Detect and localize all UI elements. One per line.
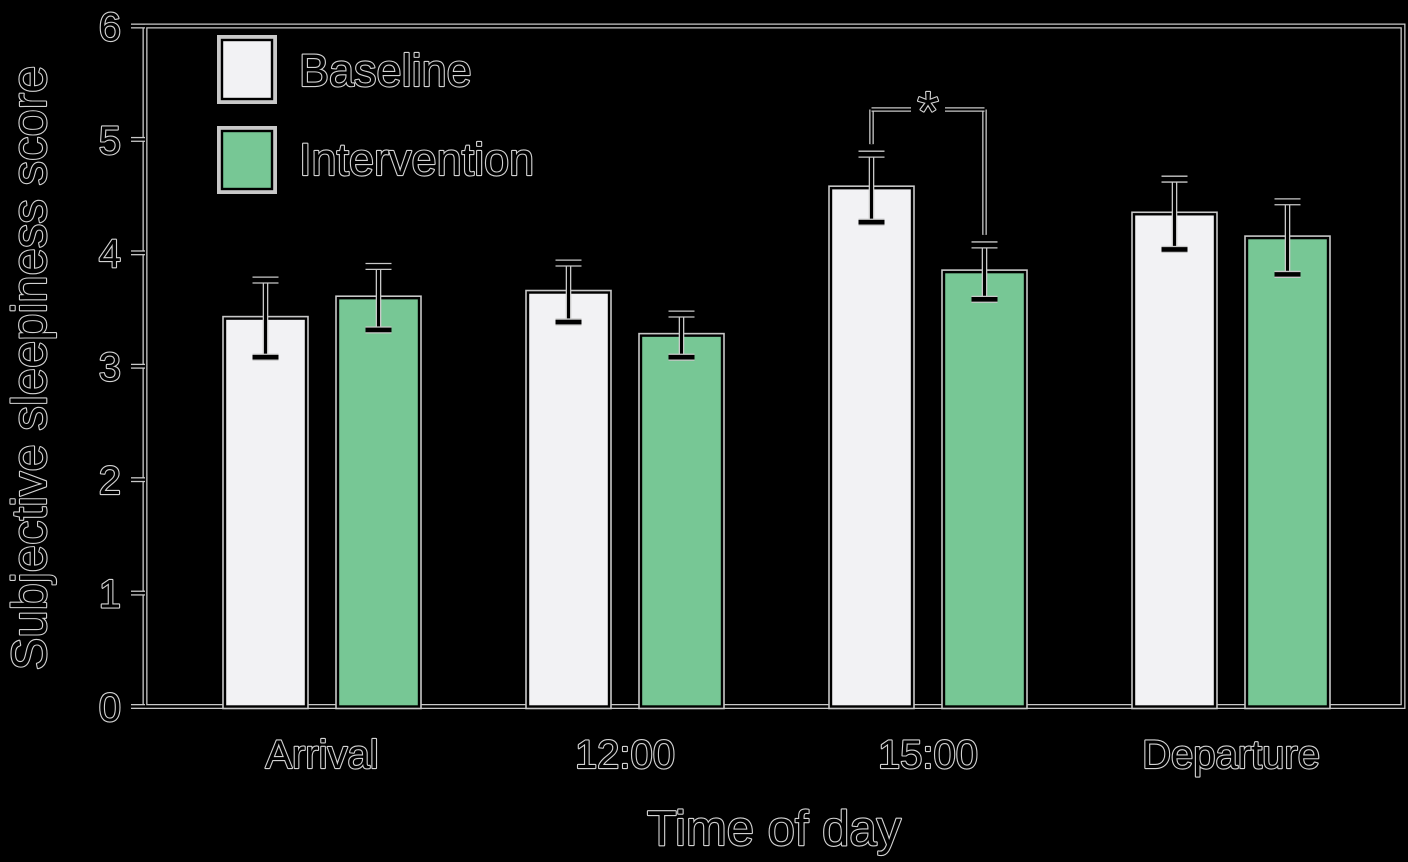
x-tick-label-15-00: 15:00	[878, 733, 978, 777]
bar-baseline-3	[1132, 213, 1217, 708]
legend-swatch-halo	[217, 35, 277, 104]
bar-intervention-1	[639, 334, 724, 708]
bar-intervention-0	[336, 297, 421, 708]
bar-baseline-0	[223, 317, 308, 708]
plot-area: 0 1 2 3 4 5 6 Arrival 12:00 15:00 Departure *	[98, 4, 1406, 778]
y-tick-label-6: 6	[99, 5, 121, 49]
y-tick-label-4: 4	[99, 232, 121, 276]
x-tick-label-departure: Departure	[1142, 733, 1320, 777]
x-tick-label-12-00: 12:00	[575, 733, 675, 777]
y-tick-label-5: 5	[99, 119, 121, 163]
y-tick-label-3: 3	[99, 346, 121, 390]
significance-star: *	[917, 80, 939, 143]
legend-swatch-intervention	[220, 129, 274, 191]
y-tick-label-1: 1	[99, 572, 121, 616]
y-axis-title: Subjective sleepiness score	[3, 66, 57, 671]
y-tick-label-0: 0	[99, 686, 121, 730]
bar-intervention-2	[942, 270, 1027, 708]
legend-label-intervention: Intervention	[299, 134, 534, 185]
x-axis-title: Time of day	[647, 802, 902, 856]
bar-intervention-3	[1245, 236, 1330, 708]
legend-swatch-halo	[217, 126, 277, 194]
y-tick-label-2: 2	[99, 459, 121, 503]
legend-swatch-baseline	[220, 38, 274, 101]
bar-baseline-2	[829, 186, 914, 708]
legend: Baseline Intervention	[217, 35, 535, 194]
x-tick-label-arrival: Arrival	[265, 733, 378, 777]
legend-label-baseline: Baseline	[299, 45, 472, 96]
bar-baseline-1	[526, 291, 611, 708]
